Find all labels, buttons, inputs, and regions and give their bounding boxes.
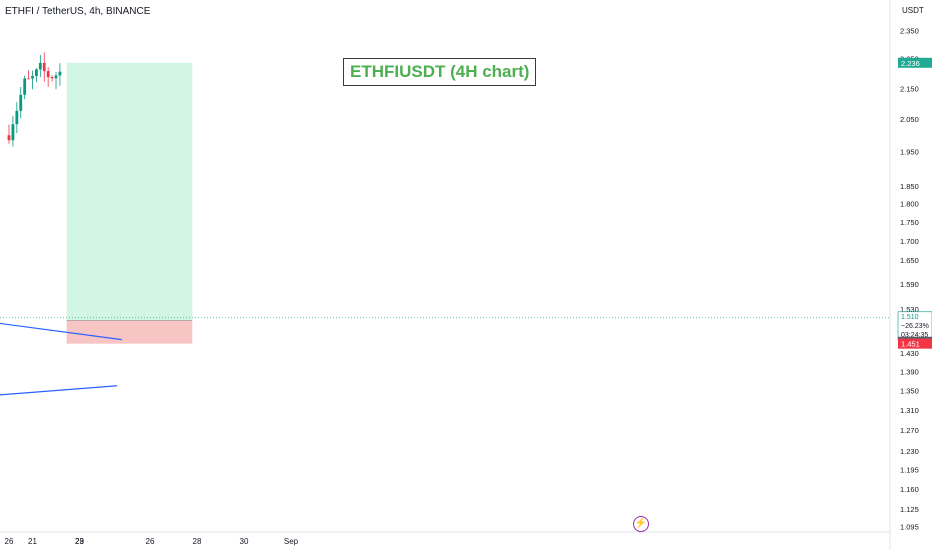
candle <box>42 52 46 82</box>
candle-body <box>23 78 27 95</box>
y-tick-label: 1.195 <box>900 466 919 475</box>
target-zone <box>66 62 193 321</box>
stop-price-tag: 1.451 <box>901 340 920 349</box>
candle-body <box>58 71 62 76</box>
y-tick-label: 2.150 <box>900 84 919 93</box>
candle-body <box>42 62 46 72</box>
candle-body <box>15 110 19 125</box>
candle-body <box>35 69 38 77</box>
y-tick-label: 1.160 <box>900 485 919 494</box>
x-tick-label: 29 <box>75 537 84 546</box>
y-tick-label: 1.950 <box>900 148 919 157</box>
candle-body <box>31 76 34 79</box>
candle <box>38 54 42 77</box>
candle-body <box>50 77 54 79</box>
x-tick-label: 28 <box>193 537 202 546</box>
stop-price-tag-bg <box>898 338 932 349</box>
x-axis-ticks[interactable]: 2629Aug3579121416192123262830Sep <box>0 537 299 546</box>
candle <box>54 71 58 90</box>
current-price-bg <box>897 311 932 341</box>
y-tick-label: 1.800 <box>900 200 919 209</box>
chart-annotation-title: ETHFIUSDT (4H chart) <box>343 58 537 86</box>
candle <box>27 70 30 80</box>
y-tick-label: 1.270 <box>900 426 919 435</box>
candle-body <box>11 124 15 141</box>
y-axis-ticks[interactable]: 2.3502.2502.1502.0501.9501.8501.8001.750… <box>900 27 919 532</box>
candle <box>46 67 50 87</box>
x-tick-label: 26 <box>146 537 155 546</box>
trendline <box>0 322 122 341</box>
candles <box>7 52 62 147</box>
currency-label: USDT <box>902 6 924 15</box>
x-tick-label: 26 <box>5 537 14 546</box>
candle <box>50 75 54 82</box>
y-tick-label: 1.530 <box>900 305 919 314</box>
event-lightning-icon[interactable]: ⚡ <box>633 516 649 532</box>
y-tick-label: 1.125 <box>900 505 919 514</box>
y-tick-label: 2.050 <box>900 115 919 124</box>
target-price-tag-bg <box>898 57 932 68</box>
candle <box>15 102 19 134</box>
candle-body <box>46 71 50 78</box>
candle-body <box>7 135 11 141</box>
countdown-tag: 03:24:35 <box>901 332 928 339</box>
candle <box>58 63 62 86</box>
change-tag: −26.23% <box>901 323 929 330</box>
candle <box>35 67 38 83</box>
trendlines <box>0 322 122 396</box>
y-tick-label: 1.590 <box>900 280 919 289</box>
y-tick-label: 2.350 <box>900 27 919 36</box>
y-tick-label: 1.750 <box>900 218 919 227</box>
candle <box>31 70 34 90</box>
candle <box>19 86 23 119</box>
x-tick-label: Sep <box>284 537 299 546</box>
stop-zone <box>66 320 193 344</box>
position-zones <box>0 62 890 344</box>
y-tick-label: 1.350 <box>900 387 919 396</box>
y-tick-label: 1.700 <box>900 237 919 246</box>
candle-body <box>19 94 23 111</box>
candle-body <box>27 78 30 80</box>
y-tick-label: 1.095 <box>900 523 919 532</box>
candle <box>7 124 11 144</box>
candle <box>23 75 27 100</box>
x-tick-label: 23 <box>75 537 84 546</box>
symbol-title[interactable]: ETHFI / TetherUS, 4h, BINANCE <box>5 6 151 17</box>
y-tick-label: 1.230 <box>900 447 919 456</box>
y-tick-label: 1.650 <box>900 256 919 265</box>
target-price-tag: 2.236 <box>901 59 920 68</box>
y-tick-label: 1.310 <box>900 406 919 415</box>
candle-body <box>54 75 58 79</box>
y-tick-label: 1.850 <box>900 182 919 191</box>
candle-body <box>38 62 42 70</box>
candle <box>11 115 15 147</box>
y-tick-label: 1.430 <box>900 349 919 358</box>
x-tick-label: 21 <box>28 537 37 546</box>
x-tick-label: 30 <box>240 537 249 546</box>
trendline <box>0 385 118 396</box>
current-price-tag: 1.510 <box>901 314 919 321</box>
y-tick-label: 1.390 <box>900 368 919 377</box>
